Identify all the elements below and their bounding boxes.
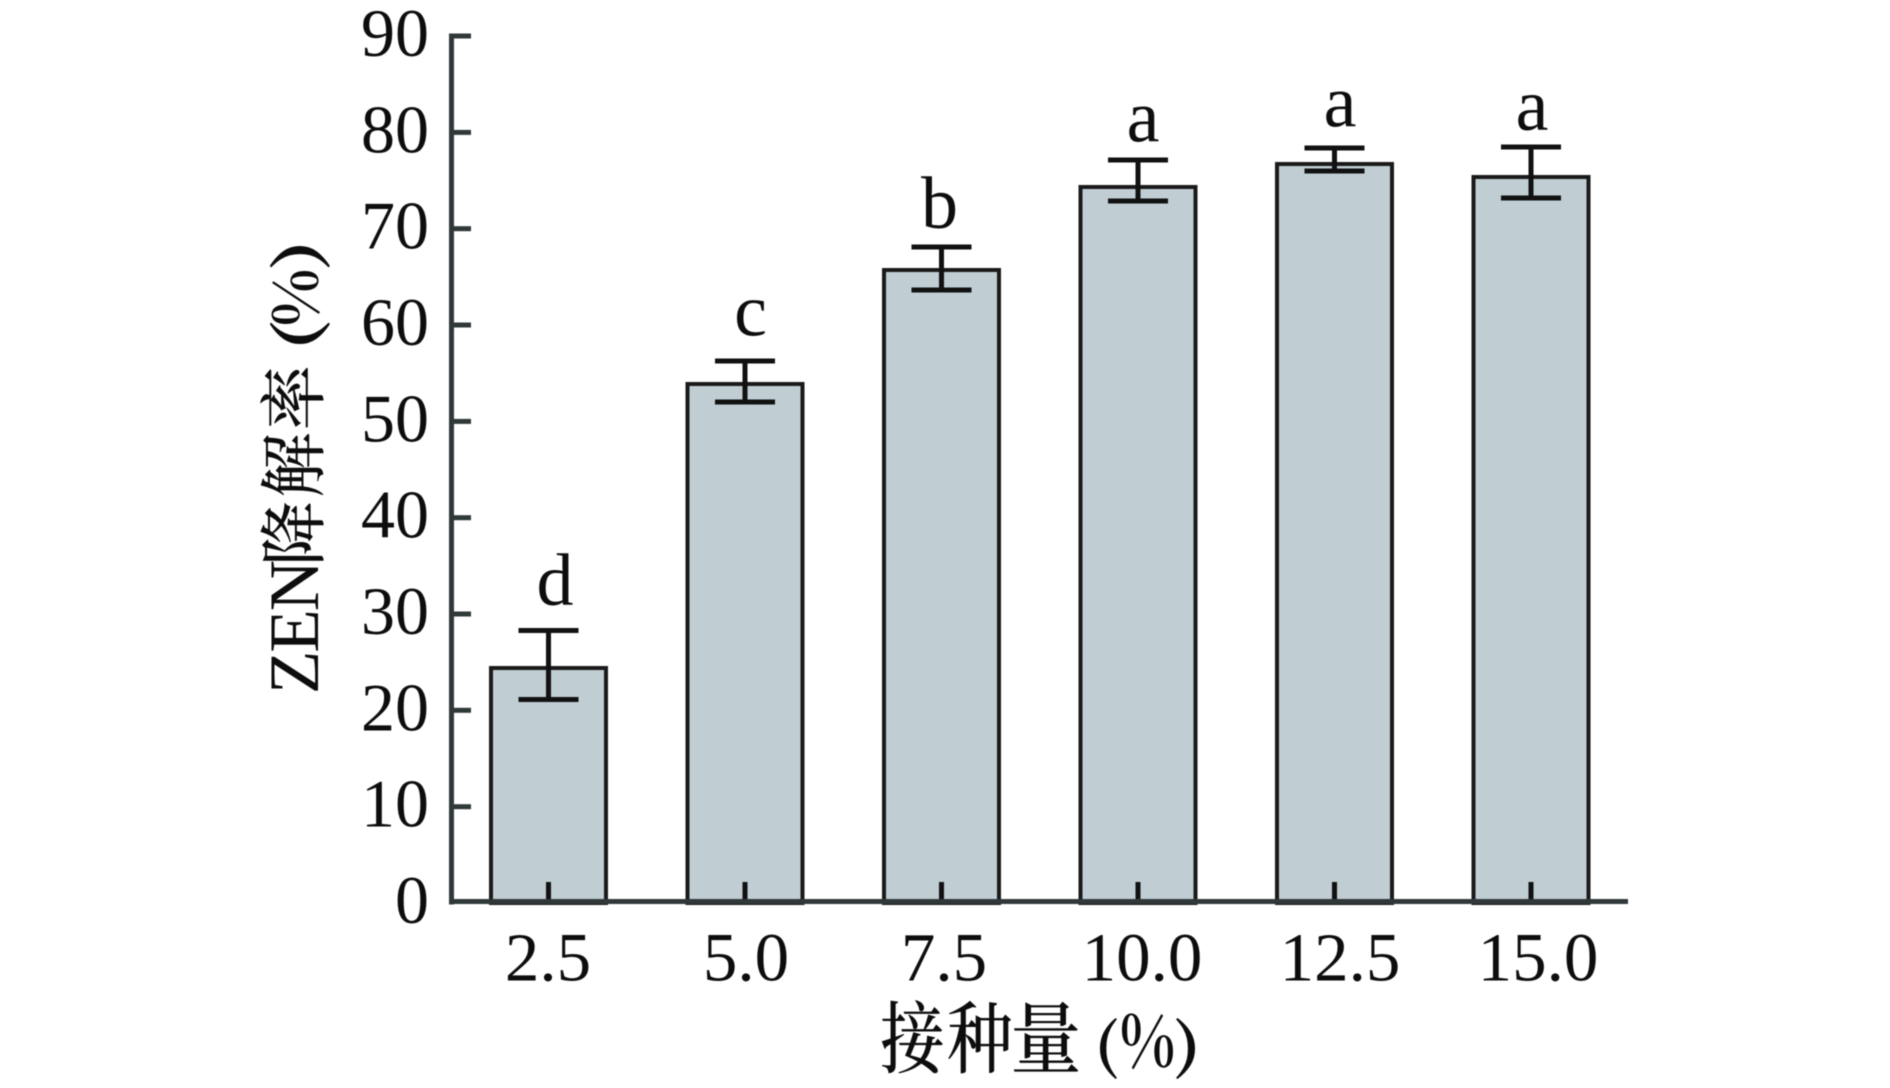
svg-text:d: d [537,540,574,622]
svg-text:ZEN: ZEN [256,561,334,694]
svg-text:a: a [1127,77,1160,159]
svg-text:5.0: 5.0 [703,920,789,996]
svg-text:50: 50 [361,380,429,456]
svg-text:c: c [734,271,767,353]
svg-text:7.5: 7.5 [901,920,987,996]
svg-text:40: 40 [361,477,429,553]
svg-text:30: 30 [361,573,429,649]
svg-text:70: 70 [361,188,429,264]
svg-text:0: 0 [395,862,429,938]
svg-text:80: 80 [361,91,429,167]
svg-text:15.0: 15.0 [1478,920,1599,996]
svg-text:60: 60 [361,284,429,360]
svg-text:a: a [1516,65,1549,147]
svg-text:10: 10 [361,766,429,842]
svg-text:10.0: 10.0 [1082,920,1203,996]
svg-text:2.5: 2.5 [505,920,591,996]
svg-text:90: 90 [361,0,429,71]
svg-text:12.5: 12.5 [1280,920,1401,996]
svg-text:b: b [921,163,958,245]
svg-text:20: 20 [361,669,429,745]
svg-text:a: a [1324,62,1357,144]
